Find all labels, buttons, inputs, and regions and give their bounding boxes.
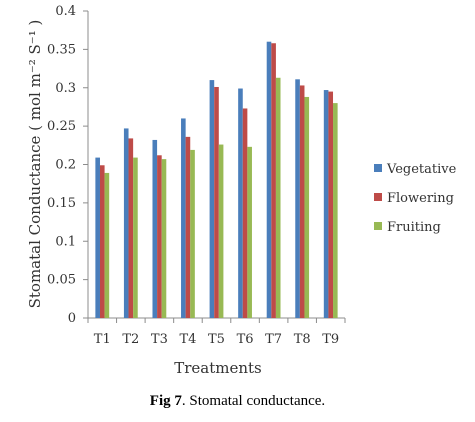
- legend: Vegetative Flowering Fruiting: [374, 162, 457, 235]
- bar-flowering-t6: [242, 108, 248, 318]
- caption-text: . Stomatal conductance.: [181, 393, 326, 409]
- y-tick-label: 0.35: [47, 42, 76, 57]
- bar-flowering-t3: [157, 155, 162, 318]
- bar-flowering-t2: [128, 138, 134, 318]
- y-tick-label: 0.2: [55, 158, 76, 173]
- bar-flowering-t7: [271, 43, 276, 319]
- x-tick-label: T7: [265, 332, 282, 347]
- bar-fruiting-t9: [333, 103, 338, 318]
- bar-fruiting-t5: [218, 144, 224, 318]
- y-axis-title: Stomatal Conductance ( mol m⁻² S⁻¹ ): [26, 20, 44, 309]
- bar-fruiting-t7: [275, 77, 281, 319]
- x-tick-label: T5: [208, 332, 225, 347]
- legend-swatch-flowering: [374, 193, 382, 201]
- bar-vegetative-t9: [323, 90, 329, 318]
- y-tick-label: 0.05: [47, 273, 76, 288]
- legend-label-vegetative: Vegetative: [386, 162, 457, 177]
- bar-flowering-t5: [214, 86, 219, 318]
- bar-vegetative-t6: [238, 88, 243, 319]
- legend-label-fruiting: Fruiting: [387, 220, 441, 235]
- x-tick-label: T2: [122, 332, 139, 347]
- y-tick-label: 0.15: [47, 196, 76, 211]
- x-axis-title: Treatments: [174, 359, 262, 377]
- legend-swatch-vegetative: [374, 164, 382, 172]
- bar-vegetative-t7: [266, 41, 272, 318]
- y-tick-label: 0.25: [47, 119, 76, 134]
- x-tick-label: T6: [237, 332, 254, 347]
- figure-caption: Fig 7. Stomatal conductance.: [0, 393, 475, 410]
- bar-vegetative-t3: [152, 139, 158, 318]
- x-tick-label: T1: [94, 332, 111, 347]
- y-tick-label: 0.4: [55, 4, 76, 19]
- legend-swatch-fruiting: [374, 222, 382, 230]
- bar-fruiting-t1: [104, 172, 110, 318]
- bar-fruiting-t3: [161, 159, 167, 318]
- bar-flowering-t4: [185, 136, 191, 318]
- bars: [95, 41, 338, 319]
- bar-fruiting-t8: [304, 96, 310, 319]
- bar-fruiting-t6: [247, 146, 252, 318]
- x-tick-label: T8: [294, 332, 311, 347]
- bar-vegetative-t4: [181, 118, 186, 318]
- y-tick-label: 0.1: [55, 234, 76, 249]
- x-tick-label: T3: [151, 332, 168, 347]
- bar-flowering-t9: [328, 91, 334, 318]
- x-tick-label: T4: [179, 332, 196, 347]
- caption-label: Fig 7: [149, 393, 182, 409]
- y-tick-label: 0: [68, 311, 76, 326]
- y-axis: 0 0.05 0.1 0.15 0.2 0.25 0.3 0.35 0.4: [47, 4, 89, 326]
- bar-vegetative-t1: [95, 157, 100, 318]
- bar-fruiting-t4: [190, 149, 195, 318]
- x-axis: T1 T2 T3 T4 T5 T6 T7 T8 T9: [87, 317, 346, 347]
- bar-flowering-t8: [299, 85, 305, 318]
- bar-fruiting-t2: [133, 157, 138, 318]
- stomatal-conductance-chart: 0 0.05 0.1 0.15 0.2 0.25 0.3 0.35 0.4 T1 T2 T3 T4 T5…: [26, 4, 457, 377]
- bar-vegetative-t5: [209, 80, 215, 318]
- x-tick-label: T9: [322, 332, 339, 347]
- y-tick-label: 0.3: [55, 81, 76, 96]
- legend-label-flowering: Flowering: [387, 191, 454, 206]
- bar-vegetative-t2: [123, 128, 129, 318]
- bar-flowering-t1: [99, 165, 105, 318]
- bar-vegetative-t8: [295, 79, 300, 318]
